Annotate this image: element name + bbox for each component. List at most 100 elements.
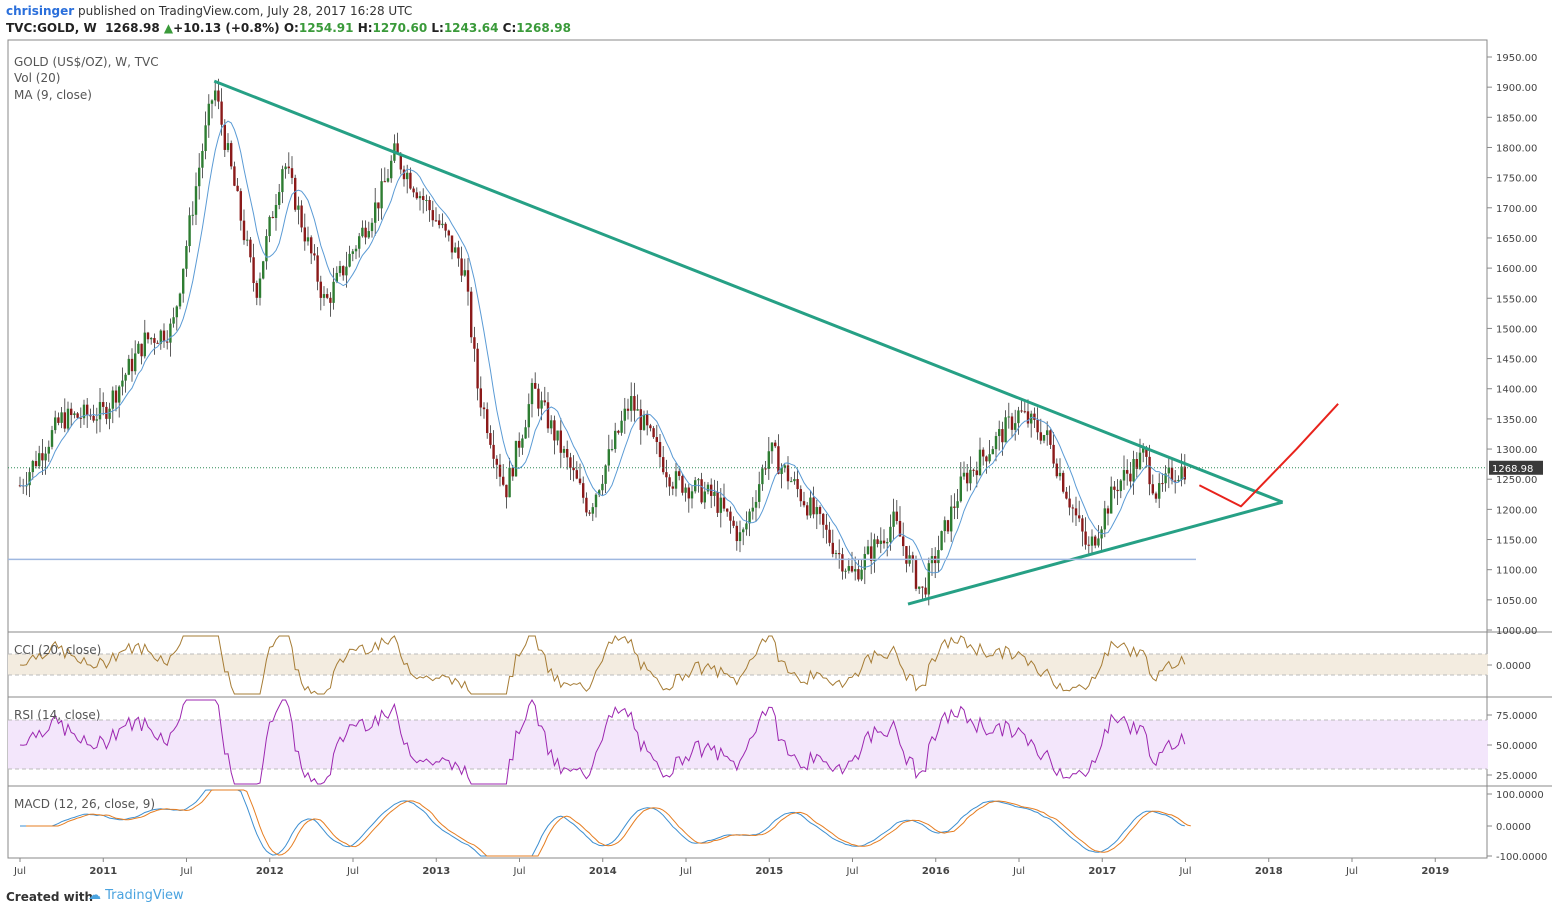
price-tick-label: 1050.00 [1496, 596, 1537, 607]
publish-info: chrisinger published on TradingView.com,… [6, 4, 412, 18]
candle-body [818, 507, 822, 514]
candle-body [489, 433, 492, 445]
candle-body [1039, 432, 1042, 441]
candle-body [156, 342, 159, 344]
candle-body [610, 449, 614, 451]
candle-body [399, 153, 402, 170]
candle-body [121, 380, 124, 387]
candle-body [988, 454, 991, 462]
candle-body [665, 472, 668, 478]
candle-body [412, 188, 415, 193]
tradingview-logo[interactable]: ☁ TradingView [88, 888, 184, 903]
candle-body [377, 202, 380, 209]
candle-body [255, 283, 258, 298]
candle-body [946, 520, 950, 532]
time-tick-label: 2013 [422, 866, 450, 877]
candle-body [1154, 493, 1158, 499]
candle-body [287, 166, 290, 169]
candle-body [892, 511, 895, 527]
candle-body [137, 343, 140, 354]
candle-body [873, 539, 876, 561]
candle-body [521, 438, 524, 448]
candle-body [98, 402, 102, 420]
ma-line [19, 120, 1186, 574]
candle-body [486, 409, 489, 434]
candle-body [518, 440, 521, 448]
candle-body [178, 293, 182, 307]
candle-body [361, 227, 364, 237]
candle-body [601, 483, 604, 491]
candle-body [233, 166, 236, 186]
candle-body [732, 520, 735, 526]
candle-body [812, 497, 815, 515]
close-value: 1268.98 [516, 21, 571, 35]
indicator-tick-label: 25.0000 [1496, 771, 1537, 782]
candle-body [1042, 435, 1046, 441]
candle-body [278, 192, 281, 205]
candle-body [588, 512, 591, 514]
author-link[interactable]: chrisinger [6, 4, 75, 18]
candle-body [780, 467, 783, 475]
candle-body [1129, 473, 1132, 482]
candle-body [870, 546, 873, 561]
indicator-tick-label: 0.0000 [1496, 661, 1531, 672]
price-tick-label: 1000.00 [1496, 626, 1537, 637]
candle-body [204, 125, 207, 152]
candle-body [1071, 507, 1074, 509]
candle-body [1001, 429, 1004, 443]
candle-body [562, 449, 566, 453]
candle-body [626, 408, 630, 411]
candle-body [329, 297, 332, 303]
candle-body [450, 235, 454, 253]
candle-body [690, 491, 694, 499]
candle-body [815, 507, 818, 515]
candle-body [950, 506, 953, 532]
candle-body [1113, 486, 1116, 490]
price-tick-label: 1250.00 [1496, 475, 1537, 486]
candle-body [479, 388, 482, 408]
candle-body [594, 494, 598, 508]
time-tick-label: Jul [845, 866, 858, 877]
candle-body [825, 524, 828, 530]
candle-body [1183, 466, 1186, 480]
candle-body [863, 553, 866, 570]
candle-body [1158, 483, 1161, 499]
candle-body [246, 239, 249, 241]
candle-body [969, 469, 972, 484]
candle-body [1174, 480, 1177, 482]
candle-body [684, 487, 687, 493]
candle-body [332, 281, 335, 303]
candle-body [1081, 518, 1084, 532]
candle-body [745, 523, 748, 530]
candle-body [230, 143, 233, 167]
price-tick-label: 1200.00 [1496, 505, 1537, 516]
price-tick-label: 1350.00 [1496, 415, 1537, 426]
candle-body [86, 404, 89, 416]
candle-body [649, 425, 652, 429]
candle-body [1087, 544, 1090, 546]
candle-body [502, 476, 505, 485]
candle-body [428, 200, 431, 211]
candle-body [1177, 479, 1180, 482]
candle-body [543, 400, 546, 403]
candle-body [994, 436, 998, 450]
candle-body [466, 270, 470, 292]
candle-body [108, 408, 111, 419]
candle-body [514, 440, 518, 477]
candle-body [1023, 411, 1026, 413]
candle-body [761, 468, 764, 485]
time-tick-label: Jul [13, 866, 26, 877]
candle-body [534, 382, 537, 389]
candle-body [1017, 410, 1020, 424]
candle-body [57, 417, 60, 423]
high-value: 1270.60 [372, 21, 428, 35]
candle-body [585, 497, 588, 513]
candle-body [351, 251, 354, 254]
candle-body [1122, 470, 1126, 481]
candle-body [297, 205, 300, 210]
candle-body [735, 525, 738, 542]
candle-body [198, 167, 201, 187]
candle-body [44, 453, 47, 461]
candle-body [374, 202, 377, 223]
